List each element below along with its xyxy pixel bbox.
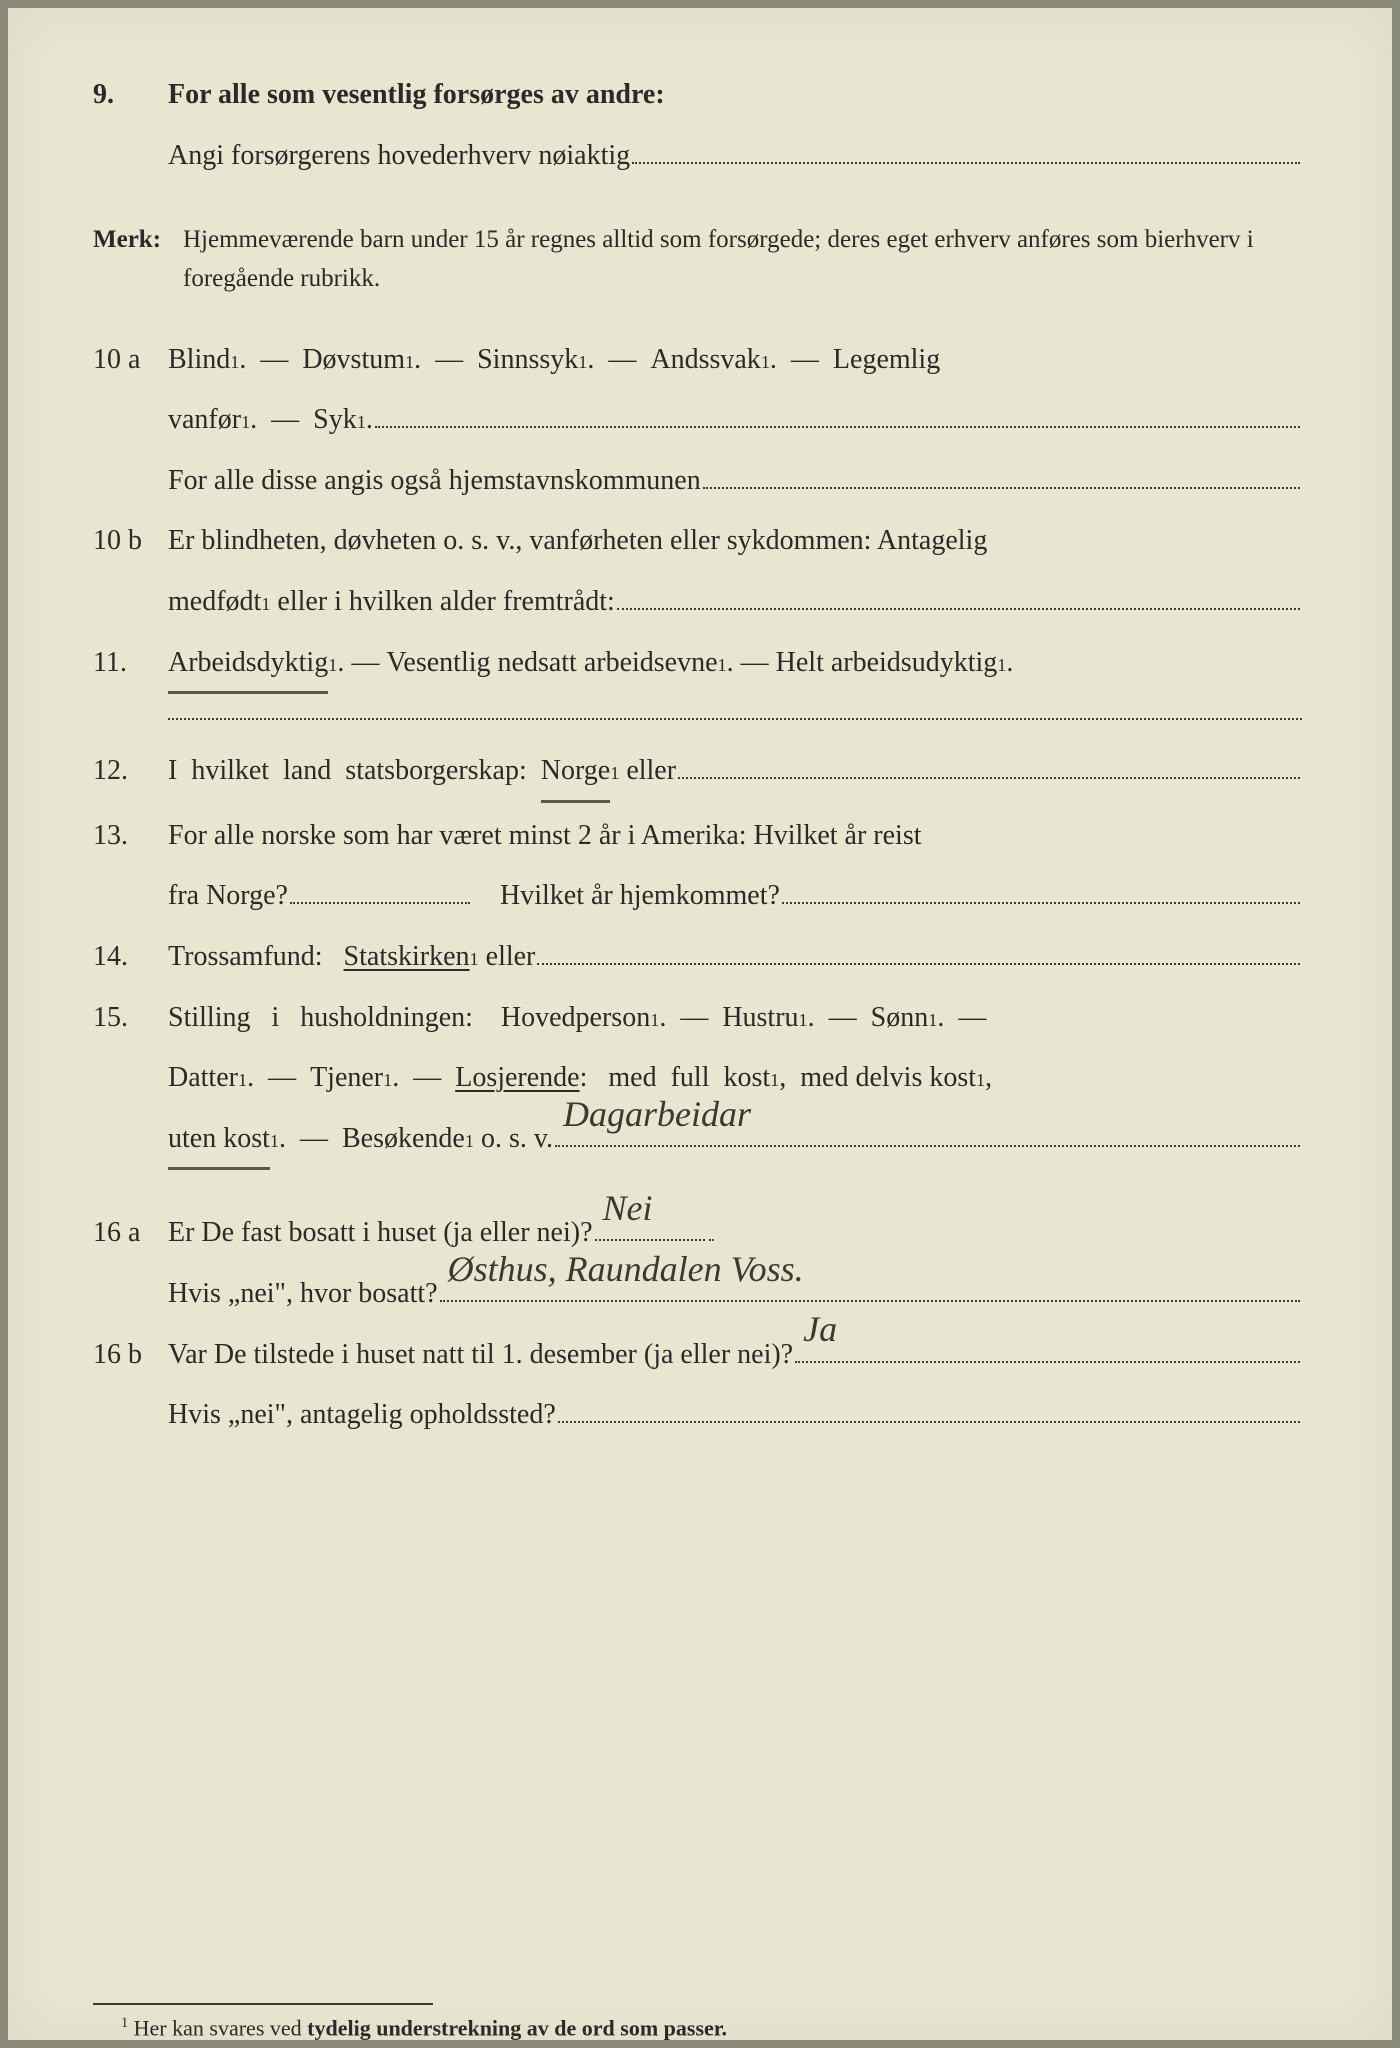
q10b-medfodt: medfødt: [168, 575, 261, 630]
q11-opt-udyktig: Helt arbeidsudyktig: [776, 636, 998, 691]
footnote: 1 Her kan svares ved tydelig understrekn…: [93, 2015, 1302, 2041]
q15-besokende: Besøkende: [342, 1112, 465, 1167]
q12-blank: [678, 746, 1300, 780]
q12-norge: Norge: [541, 744, 610, 803]
q15-line3: uten kost1. — Besøkende1 o. s. v. Dagarb…: [93, 1112, 1302, 1171]
q10a-blank2: [703, 455, 1300, 489]
q10a-opt-dovstum: Døvstum: [302, 333, 405, 388]
q12-number: 12.: [93, 744, 168, 799]
q10a-blank1: [375, 395, 1300, 429]
q10b-number: 10 b: [93, 514, 168, 569]
q16b-answer1: Ja: [803, 1294, 837, 1364]
q15-hustru: Hustru: [722, 991, 798, 1046]
q10a-number: 10 a: [93, 333, 168, 388]
q15-tjener: Tjener: [310, 1051, 383, 1106]
q10a-opt-syk: Syk: [313, 393, 357, 448]
footnote-bold: tydelig understrekning av de ord som pas…: [307, 2015, 727, 2040]
q12-text1: I hvilket land statsborgerskap:: [168, 744, 541, 799]
q9-line1: 9. For alle som vesentlig forsørges av a…: [93, 68, 1302, 123]
q14-statskirken: Statskirken: [344, 930, 470, 985]
q16a-answer2: Østhus, Raundalen Voss.: [448, 1234, 804, 1304]
q10a-opt-sinnssyk: Sinnssyk: [477, 333, 578, 388]
q14-text1: Trossamfund:: [168, 930, 344, 985]
q16b-answer1-blank: Ja: [795, 1329, 1300, 1363]
merk-text: Hjemmeværende barn under 15 år regnes al…: [183, 221, 1302, 299]
q16a-text2: Hvis „nei", hvor bosatt?: [168, 1267, 438, 1322]
q10a-line2: vanfør1. — Syk1.: [93, 393, 1302, 448]
q16b-blank: [558, 1390, 1300, 1424]
q16b-text1: Var De tilstede i huset natt til 1. dese…: [168, 1328, 793, 1383]
q11-opt-nedsatt: Vesentlig nedsatt arbeidsevne: [386, 636, 717, 691]
q15-number: 15.: [93, 991, 168, 1046]
q9-label: Angi forsørgerens hovederhverv nøiaktig: [168, 129, 630, 184]
q9-line2: Angi forsørgerens hovederhverv nøiaktig: [93, 129, 1302, 184]
q10a-hjemstavn: For alle disse angis også hjemstavnskomm…: [168, 454, 701, 509]
merk-note: Merk: Hjemmeværende barn under 15 år reg…: [93, 221, 1302, 299]
q13-text1: For alle norske som har været minst 2 år…: [168, 809, 1302, 864]
q10a-opt-andssvak: Andssvak: [650, 333, 760, 388]
q13-blank2: [782, 871, 1300, 905]
q13-line1: 13. For alle norske som har været minst …: [93, 809, 1302, 864]
merk-label: Merk:: [93, 221, 183, 299]
q11-opt-arbeidsdyktig: Arbeidsdyktig: [168, 636, 328, 695]
census-form-page: 9. For alle som vesentlig forsørges av a…: [8, 8, 1392, 2040]
q15-sonn: Sønn: [871, 991, 929, 1046]
q13-line2: fra Norge? Hvilket år hjemkommet?: [93, 869, 1302, 924]
q15-osv: o. s. v.: [474, 1112, 553, 1167]
q14-blank: [537, 931, 1300, 965]
footnote-marker: 1: [121, 2015, 128, 2031]
q16a-number: 16 a: [93, 1206, 168, 1261]
q11-number: 11.: [93, 636, 168, 691]
q13-number: 13.: [93, 809, 168, 864]
q16a-answer2-blank: Østhus, Raundalen Voss.: [440, 1268, 1300, 1302]
q9-number: 9.: [93, 68, 168, 123]
q10a-opt-blind: Blind: [168, 333, 230, 388]
q15-blank: Dagarbeidar: [555, 1113, 1300, 1147]
footnote-text: Her kan svares ved: [134, 2015, 308, 2040]
q10a-opt-vanfor: vanfør: [168, 393, 241, 448]
q10b-line2: medfødt1 eller i hvilken alder fremtrådt…: [93, 575, 1302, 630]
q10b-blank: [617, 576, 1300, 610]
section-divider: [168, 718, 1302, 720]
q13-blank1: [290, 871, 470, 905]
q13-hjemkommet: Hvilket år hjemkommet?: [500, 869, 780, 924]
q15-text1: Stilling i husholdningen: Hovedperson: [168, 991, 650, 1046]
q10a-opt-legemlig: Legemlig: [833, 333, 940, 388]
q12-line: 12. I hvilket land statsborgerskap: Norg…: [93, 744, 1302, 803]
q16b-number: 16 b: [93, 1328, 168, 1383]
q16b-text2: Hvis „nei", antagelig opholdssted?: [168, 1388, 556, 1443]
q10b-eller: eller i hvilken alder fremtrådt:: [270, 575, 614, 630]
q16b-line1: 16 b Var De tilstede i huset natt til 1.…: [93, 1328, 1302, 1383]
q15-datter: Datter: [168, 1051, 238, 1106]
q15-line1: 15. Stilling i husholdningen: Hovedperso…: [93, 991, 1302, 1046]
q9-heading: For alle som vesentlig forsørges av andr…: [168, 68, 1302, 123]
q15-handwritten-answer: Dagarbeidar: [563, 1079, 751, 1149]
q13-fra-norge: fra Norge?: [168, 869, 288, 924]
q12-eller: eller: [619, 744, 676, 799]
q14-line: 14. Trossamfund: Statskirken1 eller: [93, 930, 1302, 985]
q15-uten-kost: uten kost: [168, 1112, 270, 1171]
q16a-line2: Hvis „nei", hvor bosatt? Østhus, Raundal…: [93, 1267, 1302, 1322]
q10a-line3: For alle disse angis også hjemstavnskomm…: [93, 454, 1302, 509]
q10b-line1: 10 b Er blindheten, døvheten o. s. v., v…: [93, 514, 1302, 569]
q10b-text1: Er blindheten, døvheten o. s. v., vanfør…: [168, 514, 1302, 569]
q9-blank: [632, 130, 1300, 164]
q11-line: 11. Arbeidsdyktig1. — Vesentlig nedsatt …: [93, 636, 1302, 695]
q14-number: 14.: [93, 930, 168, 985]
q16b-line2: Hvis „nei", antagelig opholdssted?: [93, 1388, 1302, 1443]
q15-losjerende: Losjerende: [455, 1051, 579, 1106]
footnote-rule: [93, 2003, 433, 2005]
q15-delvis: , med delvis kost: [779, 1051, 976, 1106]
q14-eller: eller: [479, 930, 536, 985]
q10a-line1: 10 a Blind1. — Døvstum1. — Sinnssyk1. — …: [93, 333, 1302, 388]
